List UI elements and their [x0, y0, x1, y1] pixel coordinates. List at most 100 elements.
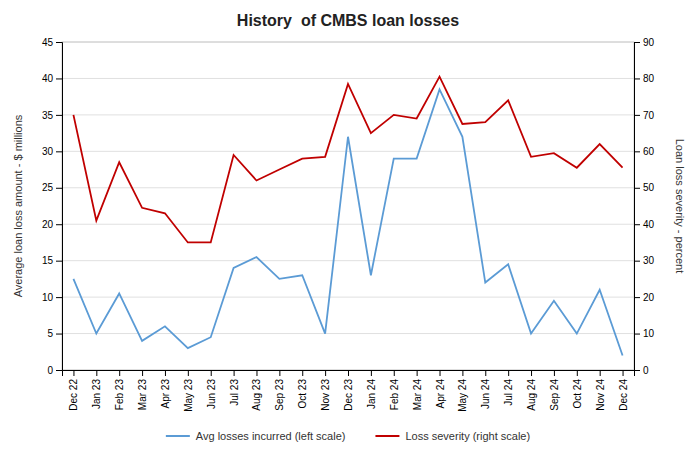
x-axis: Dec 22Jan 23Feb 23Mar 23Apr 23May 23Jun … — [63, 370, 635, 412]
legend-label: Loss severity (right scale) — [405, 430, 530, 442]
y-tick: 25 — [42, 182, 62, 193]
y-tick-label: 30 — [42, 146, 54, 157]
y2-tick-label: 60 — [643, 146, 655, 157]
y2-tick-mark — [634, 188, 640, 189]
y2-tick: 30 — [634, 255, 655, 266]
x-tick: Sep 23 — [274, 370, 285, 411]
y2-tick-mark — [634, 261, 640, 262]
y2-tick-mark — [634, 334, 640, 335]
series-line — [73, 89, 622, 355]
x-tick-mark — [348, 370, 349, 376]
grid-line — [62, 260, 634, 261]
y2-tick: 40 — [634, 219, 655, 230]
x-tick-mark — [96, 370, 97, 376]
x-tick-label: Dec 24 — [618, 379, 629, 411]
x-tick-mark — [325, 370, 326, 376]
x-tick: Jan 24 — [366, 370, 377, 409]
x-tick-mark — [165, 370, 166, 376]
y-tick: 20 — [42, 219, 62, 230]
y-axis: 0 5 10 15 20 25 30 35 40 45 — [42, 37, 63, 376]
series-line — [73, 77, 622, 243]
x-tick-label: Aug 24 — [526, 379, 537, 411]
x-tick-mark — [211, 370, 212, 376]
x-tick-label: Jan 23 — [91, 379, 102, 409]
x-tick: Dec 24 — [618, 370, 629, 411]
y-tick-label: 15 — [42, 255, 54, 266]
x-tick: Jun 23 — [206, 370, 217, 409]
y2-tick: 70 — [634, 110, 655, 121]
y-tick: 35 — [42, 110, 62, 121]
y2-tick-mark — [634, 151, 640, 152]
y2-tick-label: 0 — [643, 365, 649, 376]
legend-swatch — [375, 435, 399, 437]
x-tick: Jan 23 — [91, 370, 102, 409]
y-tick-label: 25 — [42, 182, 54, 193]
grid-line — [62, 224, 634, 225]
x-tick-mark — [371, 370, 372, 376]
x-tick-mark — [142, 370, 143, 376]
x-tick-label: Jan 24 — [366, 379, 377, 409]
plot: Dec 22Jan 23Feb 23Mar 23Apr 23May 23Jun … — [42, 37, 655, 412]
x-tick: Jul 23 — [229, 370, 240, 406]
x-tick: Dec 23 — [343, 370, 354, 411]
x-tick-mark — [462, 370, 463, 376]
y-tick-label: 40 — [42, 73, 54, 84]
y-tick: 5 — [47, 328, 62, 339]
x-tick-label: Jul 24 — [503, 379, 514, 406]
x-tick: Oct 23 — [297, 370, 308, 408]
x-tick: Oct 24 — [572, 370, 583, 408]
x-tick: Feb 23 — [114, 370, 125, 410]
x-tick-mark — [279, 370, 280, 376]
y-tick-mark — [56, 334, 62, 335]
y-tick-label: 0 — [47, 365, 53, 376]
y-tick-label: 20 — [42, 219, 54, 230]
y-tick: 30 — [42, 146, 62, 157]
x-tick: Apr 24 — [435, 370, 446, 408]
x-tick: Aug 23 — [251, 370, 262, 411]
x-tick-label: Feb 23 — [114, 379, 125, 411]
x-tick-label: Nov 23 — [320, 379, 331, 411]
x-tick-mark — [600, 370, 601, 376]
y-axis-title: Average loan loss amount - $ millions — [12, 114, 24, 297]
y2-axis: 0102030405060708090 — [634, 37, 655, 376]
y2-tick-mark — [634, 78, 640, 79]
title: History of CMBS loan losses — [237, 12, 459, 29]
chart: Dec 22Jan 23Feb 23Mar 23Apr 23May 23Jun … — [0, 0, 696, 450]
y2-tick-label: 30 — [643, 255, 655, 266]
y2-axis-title: Loan loss severity - percent — [674, 139, 686, 274]
x-tick-label: Aug 23 — [251, 379, 262, 411]
y2-tick-mark — [634, 297, 640, 298]
y-tick: 10 — [42, 292, 62, 303]
x-tick-label: May 24 — [457, 379, 468, 412]
x-tick: Nov 23 — [320, 370, 331, 411]
x-tick: Aug 24 — [526, 370, 537, 411]
x-tick-mark — [394, 370, 395, 376]
y-tick-label: 45 — [42, 37, 54, 48]
y-tick-mark — [56, 297, 62, 298]
y2-tick-label: 50 — [643, 182, 655, 193]
x-tick: Nov 24 — [595, 370, 606, 411]
grid-line — [62, 187, 634, 188]
legend-swatch — [166, 435, 190, 437]
y-tick-mark — [56, 370, 62, 371]
y2-tick-mark — [634, 115, 640, 116]
y2-tick: 90 — [634, 37, 655, 48]
y-tick-mark — [56, 115, 62, 116]
x-tick-mark — [485, 370, 486, 376]
x-tick-label: Mar 23 — [137, 379, 148, 411]
x-tick: Feb 24 — [389, 370, 400, 410]
y2-tick-label: 10 — [643, 328, 655, 339]
x-tick-label: Apr 23 — [160, 379, 171, 409]
y2-tick: 80 — [634, 73, 655, 84]
x-tick-label: Feb 24 — [389, 379, 400, 411]
y-tick: 0 — [47, 365, 62, 376]
grid-line — [62, 297, 634, 298]
x-tick: Apr 23 — [160, 370, 171, 408]
y2-tick: 50 — [634, 182, 655, 193]
y2-tick: 0 — [634, 365, 649, 376]
grid-line — [62, 114, 634, 115]
x-tick-label: Jun 23 — [206, 379, 217, 409]
y-tick: 45 — [42, 37, 62, 48]
legend: Avg losses incurred (left scale)Loss sev… — [166, 430, 530, 442]
x-tick-label: Dec 23 — [343, 379, 354, 411]
